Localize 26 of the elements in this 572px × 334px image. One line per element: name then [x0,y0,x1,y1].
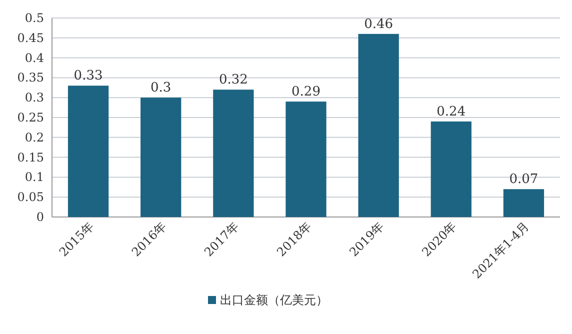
bar [358,34,399,217]
y-tick-label: 0 [36,210,44,224]
y-tick-label: 0.25 [17,110,44,124]
legend-label: 出口金额（亿美元） [220,293,328,307]
bar [503,189,544,217]
bar [430,121,472,217]
y-tick-label: 0.5 [24,11,44,25]
data-label: 0.46 [364,16,394,32]
data-label: 0.29 [292,84,320,100]
y-tick-label: 0.3 [24,90,44,105]
bar [213,90,254,217]
y-tick-label: 0.35 [17,70,44,85]
y-tick-label: 0.1 [24,170,44,184]
data-label: 0.07 [509,172,538,188]
data-label: 0.33 [74,68,103,84]
y-tick-label: 0.45 [17,30,44,45]
data-label: 0.3 [150,80,172,96]
bar [140,98,182,217]
y-tick-label: 0.15 [17,150,44,164]
bar [68,86,109,217]
bar [286,102,326,217]
y-tick-label: 0.4 [24,50,44,65]
y-tick-label: 0.05 [17,190,44,204]
data-label: 0.32 [218,72,248,88]
data-label: 0.24 [436,104,466,120]
y-tick-label: 0.2 [24,130,44,144]
